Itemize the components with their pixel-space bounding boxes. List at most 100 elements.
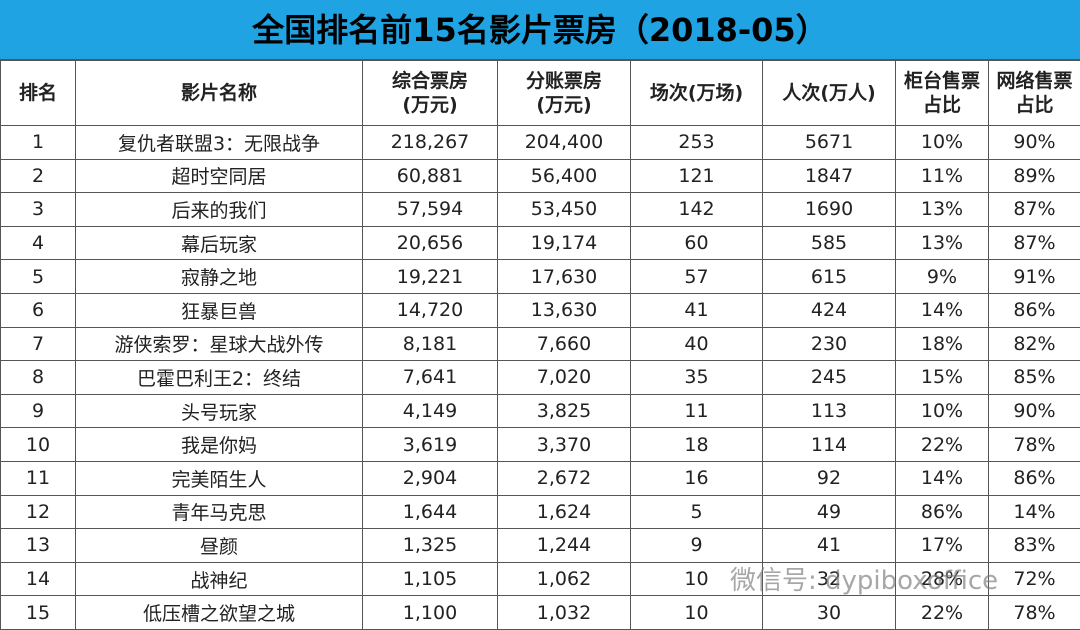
table-cell: 30: [762, 595, 896, 630]
table-cell: 14,720: [362, 292, 498, 328]
table-cell: 87%: [988, 225, 1080, 261]
table-cell: 9: [630, 528, 763, 563]
table-cell: 10: [630, 595, 763, 630]
table-cell: 11%: [895, 158, 989, 194]
table-cell: 14: [0, 561, 76, 597]
header-cell: 网络售票 占比: [988, 60, 1080, 126]
table-cell: 49: [762, 494, 896, 530]
table-cell: 86%: [988, 460, 1080, 496]
table-cell: 87%: [988, 192, 1080, 227]
table-cell: 424: [762, 292, 896, 328]
table-cell: 22%: [895, 427, 989, 462]
table-cell: 15%: [895, 360, 989, 395]
table-cell: 121: [630, 158, 763, 194]
table-cell: 13: [0, 528, 76, 563]
table-cell: 4: [0, 225, 76, 261]
title-bar: 全国排名前15名影片票房（2018-05）: [0, 0, 1080, 60]
table-row: 9 头号玩家 4,149 3,825 11 113 10% 90%: [0, 393, 1080, 429]
table-row: 10 我是你妈 3,619 3,370 18 114 22% 78%: [0, 427, 1080, 462]
table-cell: 3,370: [497, 427, 631, 462]
table-cell: 60: [630, 225, 763, 261]
table-cell: 245: [762, 360, 896, 395]
table-cell: 复仇者联盟3：无限战争: [75, 125, 363, 160]
table-cell: 9: [0, 393, 76, 429]
table-cell: 253: [630, 125, 763, 160]
table-cell: 狂暴巨兽: [75, 292, 363, 328]
table-cell: 16: [630, 460, 763, 496]
table-row: 15 低压槽之欲望之城 1,100 1,032 10 30 22% 78%: [0, 595, 1080, 630]
table-row: 14 战神纪 1,105 1,062 10 32 28% 72%: [0, 561, 1080, 597]
header-text: 场次(万场): [649, 82, 744, 104]
table-cell: 3: [0, 192, 76, 227]
table-cell: 72%: [988, 561, 1080, 597]
table-cell: 1,100: [362, 595, 498, 630]
table-cell: 11: [0, 460, 76, 496]
table-cell: 青年马克思: [75, 494, 363, 530]
table-cell: 113: [762, 393, 896, 429]
header-cell: 人次(万人): [762, 60, 896, 126]
table-cell: 5: [0, 259, 76, 294]
table-cell: 1690: [762, 192, 896, 227]
table-row: 8 巴霍巴利王2：终结 7,641 7,020 35 245 15% 85%: [0, 360, 1080, 395]
header-cell: 影片名称: [75, 60, 363, 126]
table-cell: 9%: [895, 259, 989, 294]
table-cell: 41: [630, 292, 763, 328]
table-cell: 13%: [895, 192, 989, 227]
table-cell: 82%: [988, 326, 1080, 362]
table-cell: 142: [630, 192, 763, 227]
header-text: 人次(万人): [782, 82, 876, 104]
table-cell: 7,660: [497, 326, 631, 362]
table-cell: 11: [630, 393, 763, 429]
table-cell: 1,062: [497, 561, 631, 597]
table-cell: 114: [762, 427, 896, 462]
header-text: (万元): [536, 94, 592, 116]
table-cell: 10: [0, 427, 76, 462]
table-cell: 幕后玩家: [75, 225, 363, 261]
header-text: 分账票房: [525, 70, 602, 92]
table-cell: 56,400: [497, 158, 631, 194]
table-cell: 92: [762, 460, 896, 496]
header-cell: 分账票房 (万元): [497, 60, 631, 126]
table-cell: 8: [0, 360, 76, 395]
table-cell: 60,881: [362, 158, 498, 194]
table-cell: 寂静之地: [75, 259, 363, 294]
table-cell: 超时空同居: [75, 158, 363, 194]
table-row: 12 青年马克思 1,644 1,624 5 49 86% 14%: [0, 494, 1080, 530]
table-row: 6 狂暴巨兽 14,720 13,630 41 424 14% 86%: [0, 292, 1080, 328]
table-cell: 57: [630, 259, 763, 294]
table-row: 3 后来的我们 57,594 53,450 142 1690 13% 87%: [0, 192, 1080, 227]
table-cell: 10%: [895, 125, 989, 160]
table-cell: 22%: [895, 595, 989, 630]
table-cell: 1,624: [497, 494, 631, 530]
table-cell: 7,020: [497, 360, 631, 395]
table-cell: 低压槽之欲望之城: [75, 595, 363, 630]
table-cell: 10%: [895, 393, 989, 429]
table-cell: 53,450: [497, 192, 631, 227]
table-cell: 78%: [988, 595, 1080, 630]
table-cell: 1,105: [362, 561, 498, 597]
header-cell: 综合票房 (万元): [362, 60, 498, 126]
table-cell: 40: [630, 326, 763, 362]
table-cell: 17%: [895, 528, 989, 563]
table-cell: 218,267: [362, 125, 498, 160]
watermark: 微信号: dypiboxoffice: [730, 566, 999, 596]
table-cell: 86%: [988, 292, 1080, 328]
table-cell: 86%: [895, 494, 989, 530]
header-cell: 柜台售票 占比: [895, 60, 989, 126]
table-cell: 14%: [895, 292, 989, 328]
table-cell: 85%: [988, 360, 1080, 395]
table-cell: 3,825: [497, 393, 631, 429]
table-cell: 12: [0, 494, 76, 530]
table-cell: 1847: [762, 158, 896, 194]
table-row: 2 超时空同居 60,881 56,400 121 1847 11% 89%: [0, 158, 1080, 194]
table-cell: 615: [762, 259, 896, 294]
header-text: 排名: [18, 82, 57, 104]
table-cell: 8,181: [362, 326, 498, 362]
header-text: 网络售票: [996, 70, 1073, 92]
table-cell: 18: [630, 427, 763, 462]
table-cell: 完美陌生人: [75, 460, 363, 496]
table-cell: 1,644: [362, 494, 498, 530]
table-cell: 5671: [762, 125, 896, 160]
table-cell: 28%: [895, 561, 989, 597]
